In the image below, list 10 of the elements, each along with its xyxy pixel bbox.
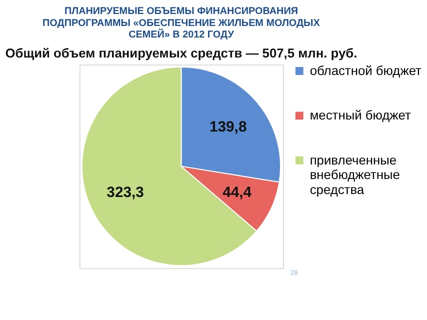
data-label: 323,3 xyxy=(106,184,144,201)
text: ПОДПРОГРАММЫ «ОБЕСПЕЧЕНИЕ ЖИЛЬЕМ МОЛОДЫХ xyxy=(42,18,320,29)
data-label: 44,4 xyxy=(222,185,252,202)
text: ПЛАНИРУЕМЫЕ ОБЪЕМЫ ФИНАНСИРОВАНИЯ xyxy=(64,6,298,17)
chart-subtitle: Общий объем планируемых средств — 507,5 млн. руб. xyxy=(5,46,358,61)
legend-label: областной бюджет xyxy=(310,62,422,78)
legend-label: привлеченные внебюджетные средства xyxy=(310,152,400,198)
data-label: 139,8 xyxy=(209,119,247,136)
legend-label: местный бюджет xyxy=(310,108,412,123)
text: СЕМЕЙ» В 2012 ГОДУ xyxy=(128,30,234,41)
